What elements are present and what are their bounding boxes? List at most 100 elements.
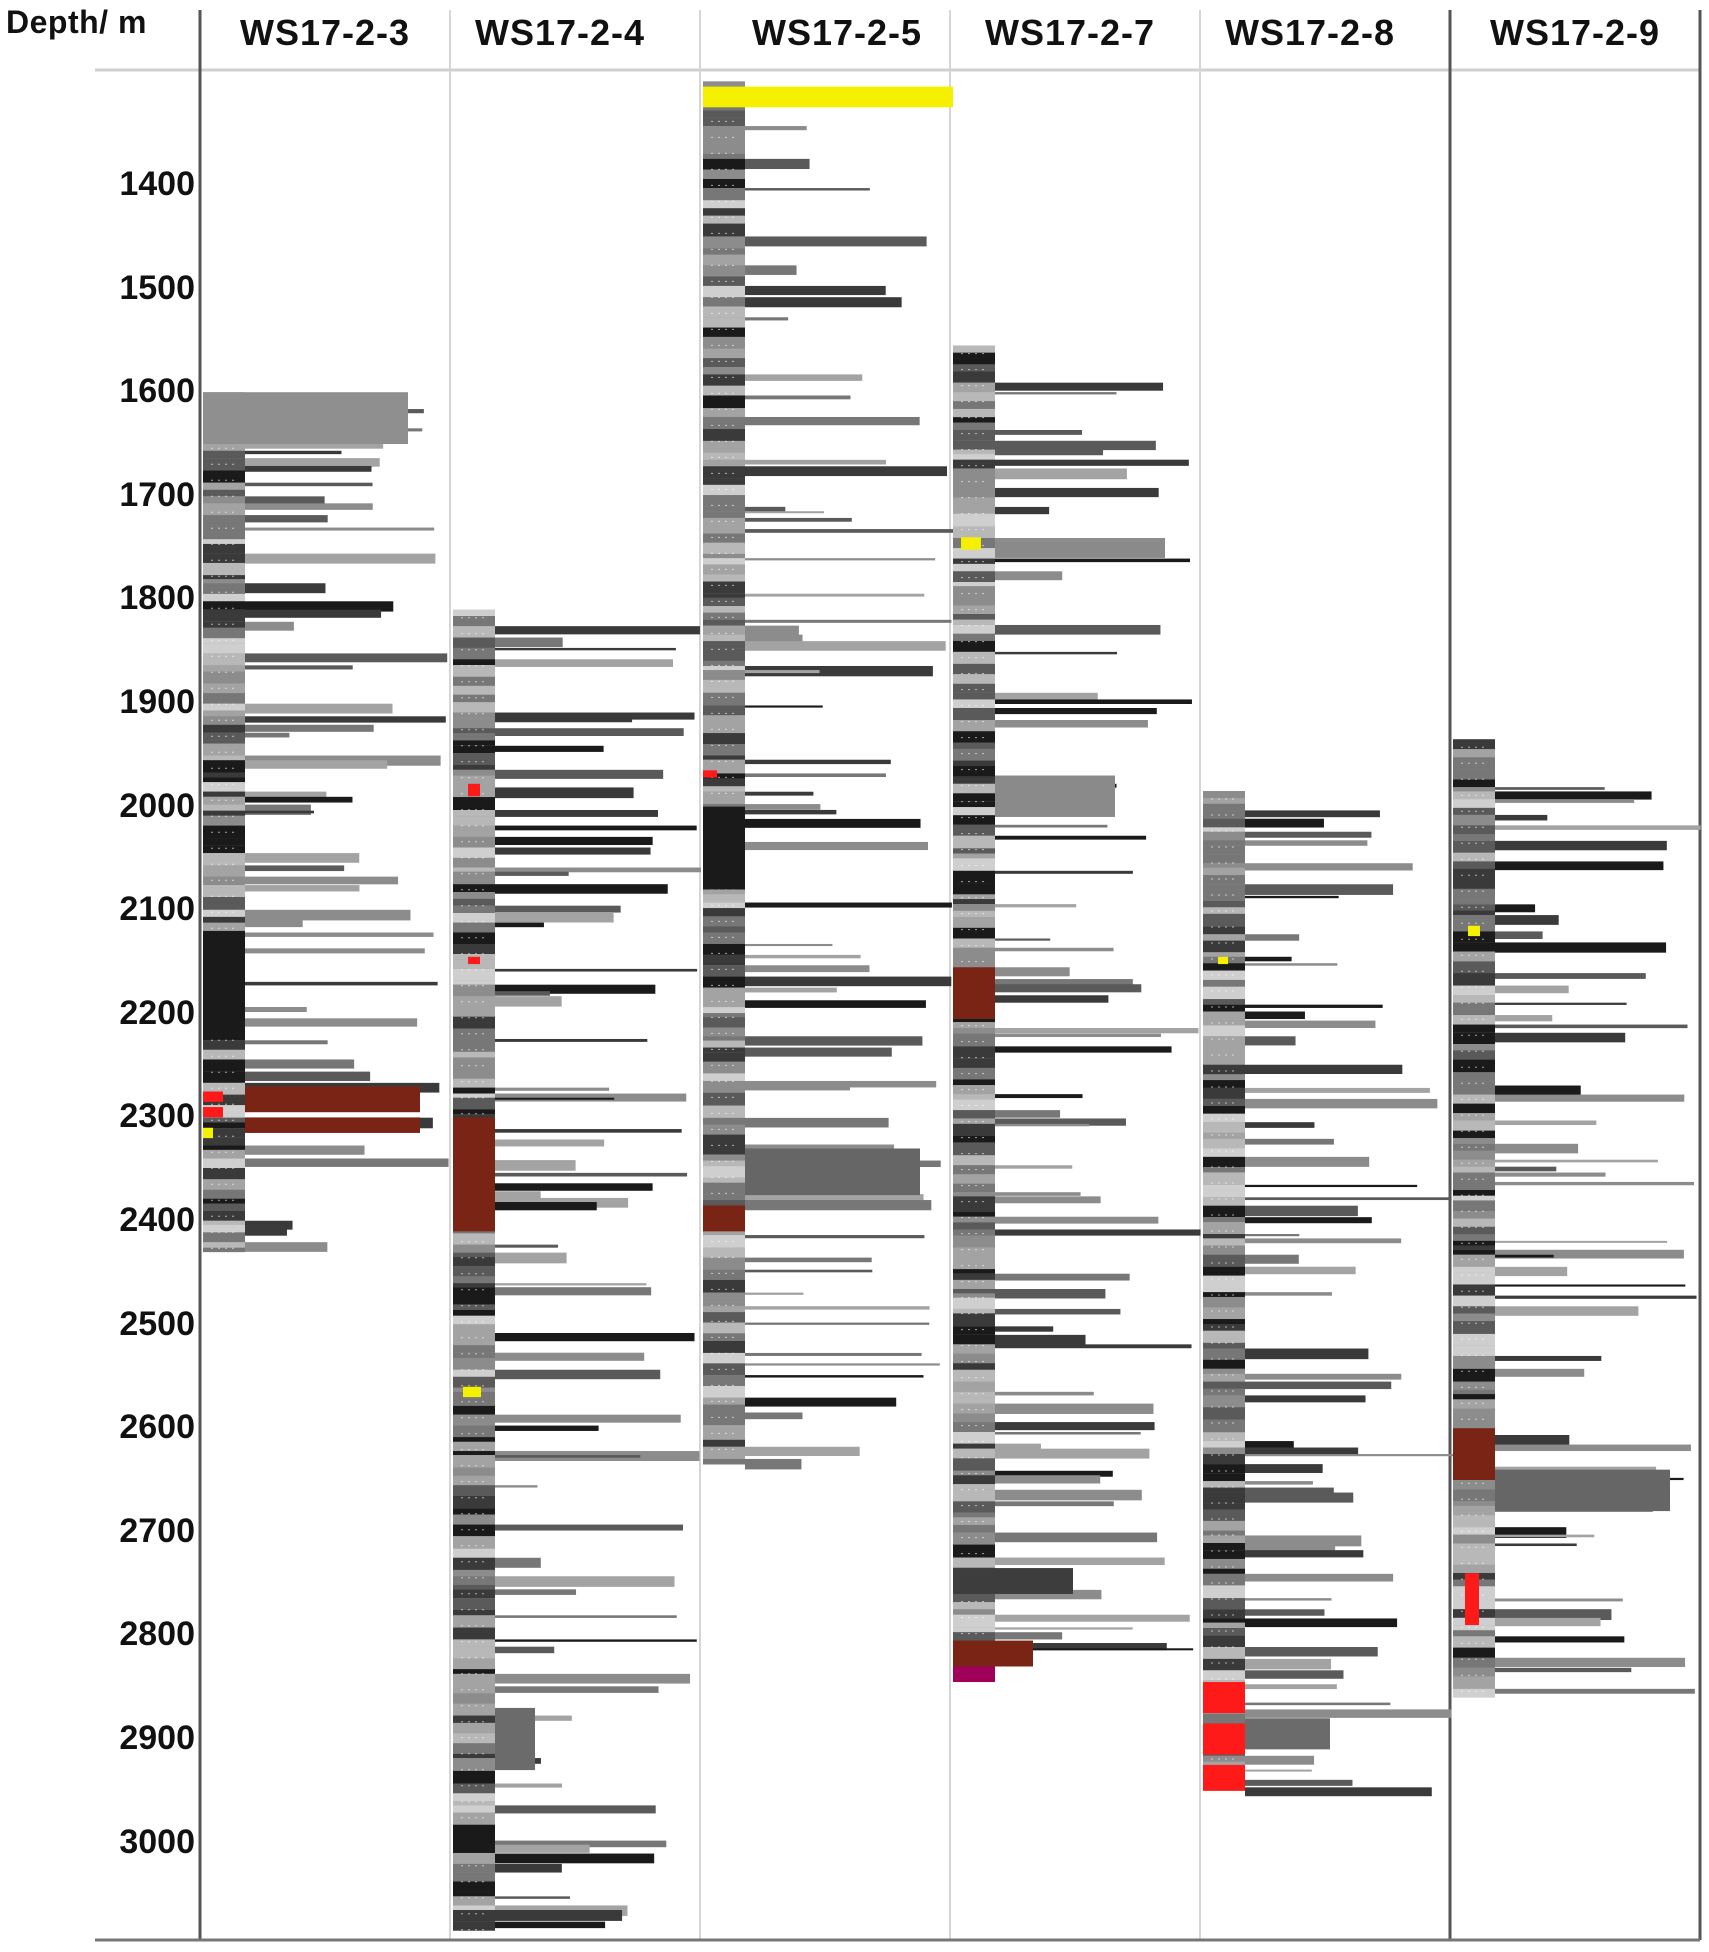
lithology-band (1453, 1072, 1495, 1082)
lithology-band (1203, 1172, 1245, 1185)
lithology-band (203, 1232, 245, 1243)
log-bar (495, 1244, 559, 1248)
log-bar (1495, 1284, 1686, 1287)
lithology-band (453, 944, 495, 955)
lithology-band (203, 601, 245, 610)
lithology-band (703, 440, 745, 453)
log-bar (1245, 1755, 1315, 1765)
well-title-1: WS17-2-3 (240, 12, 411, 53)
lithology-band (953, 776, 995, 784)
lithology-band (453, 1441, 495, 1452)
lithology-band (703, 786, 745, 792)
log-bar (995, 1216, 1159, 1224)
log-bar (495, 1896, 570, 1899)
lithology-band (953, 1334, 995, 1345)
lithology-band (453, 825, 495, 837)
lithology-band (953, 917, 995, 928)
lithology-band (203, 1203, 245, 1211)
well-title-3: WS17-2-5 (752, 12, 923, 53)
log-bar (745, 759, 891, 765)
lithology-band (453, 1805, 495, 1813)
lithology-band (703, 517, 745, 530)
lithology-band (1203, 791, 1245, 799)
log-bar (1495, 942, 1667, 953)
lithology-band (953, 731, 995, 743)
brown-mudstone-interval (703, 1205, 745, 1232)
log-bar (995, 1432, 1141, 1435)
lithology-band (203, 755, 245, 761)
log-bar (495, 1414, 681, 1423)
log-bar (745, 1194, 924, 1201)
lithology-band (1453, 1044, 1495, 1051)
lithology-band (953, 748, 995, 761)
lithology-band (453, 847, 495, 858)
log-bar (1245, 1658, 1332, 1670)
lithology-band (203, 1189, 245, 1199)
lithology-band (953, 1413, 995, 1423)
lithology-band (953, 1289, 995, 1294)
lithology-band (1203, 1618, 1245, 1623)
lithology-band (1453, 1211, 1495, 1219)
log-bar (995, 1046, 1172, 1053)
lithology-band (703, 553, 745, 559)
lithology-band (1453, 787, 1495, 792)
log-bar (495, 1863, 562, 1873)
lithology-band (953, 401, 995, 409)
depth-tick-label: 1800 (119, 579, 195, 618)
lithology-band (203, 450, 245, 459)
log-bar (1495, 1166, 1557, 1172)
lithology-band (953, 1123, 995, 1136)
lithology-band (1453, 757, 1495, 769)
lithology-band (203, 1040, 245, 1050)
lithology-band (703, 1352, 745, 1364)
lithology-band (703, 348, 745, 359)
log-bar (1495, 861, 1664, 871)
log-bar (745, 818, 921, 828)
lithology-band (953, 760, 995, 766)
dark-block (953, 1568, 1073, 1594)
lithology-band (703, 374, 745, 386)
lithology-band (453, 1824, 495, 1834)
lithology-band (1453, 1085, 1495, 1095)
log-bar (245, 665, 353, 670)
yellow-mark (203, 1127, 213, 1139)
red-sandstone-mark (468, 956, 480, 965)
lithology-band (203, 1247, 245, 1253)
log-bar (995, 870, 1133, 874)
lithology-band (1203, 1080, 1245, 1088)
lithology-band (203, 496, 245, 504)
lithology-band (703, 1439, 745, 1447)
lithology-band (1203, 818, 1245, 828)
lithology-band (1203, 1138, 1245, 1149)
log-bar (1245, 1292, 1333, 1296)
lithology-band (703, 648, 745, 661)
lithology-band (703, 276, 745, 286)
lithology-band (703, 1040, 745, 1048)
lithology-band (953, 506, 995, 514)
depth-tick-label: 2500 (119, 1304, 195, 1343)
log-bar (745, 987, 837, 993)
lithology-band (1203, 1647, 1245, 1659)
lithology-band (953, 938, 995, 948)
lithology-band (1203, 1087, 1245, 1099)
lithology-band (453, 647, 495, 660)
lithology-band (703, 1375, 745, 1387)
log-bar (995, 624, 1161, 635)
lithology-band (1453, 739, 1495, 750)
lithology-band (953, 1099, 995, 1111)
log-bar (1245, 1087, 1430, 1093)
lithology-band (953, 1614, 995, 1628)
lithology-band (453, 1485, 495, 1496)
log-bar (995, 1289, 1106, 1299)
depth-tick-label: 2700 (119, 1511, 195, 1550)
log-bar (745, 954, 861, 959)
log-bar (245, 909, 411, 921)
brown-mudstone-interval (953, 1640, 1033, 1667)
lithology-band (953, 640, 995, 652)
depth-tick-label: 2300 (119, 1097, 195, 1136)
lithology-band (703, 908, 745, 917)
log-bar (1245, 1670, 1344, 1679)
lithology-band (953, 1273, 995, 1280)
lithology-band (953, 1458, 995, 1471)
lithology-band (1203, 1064, 1245, 1075)
